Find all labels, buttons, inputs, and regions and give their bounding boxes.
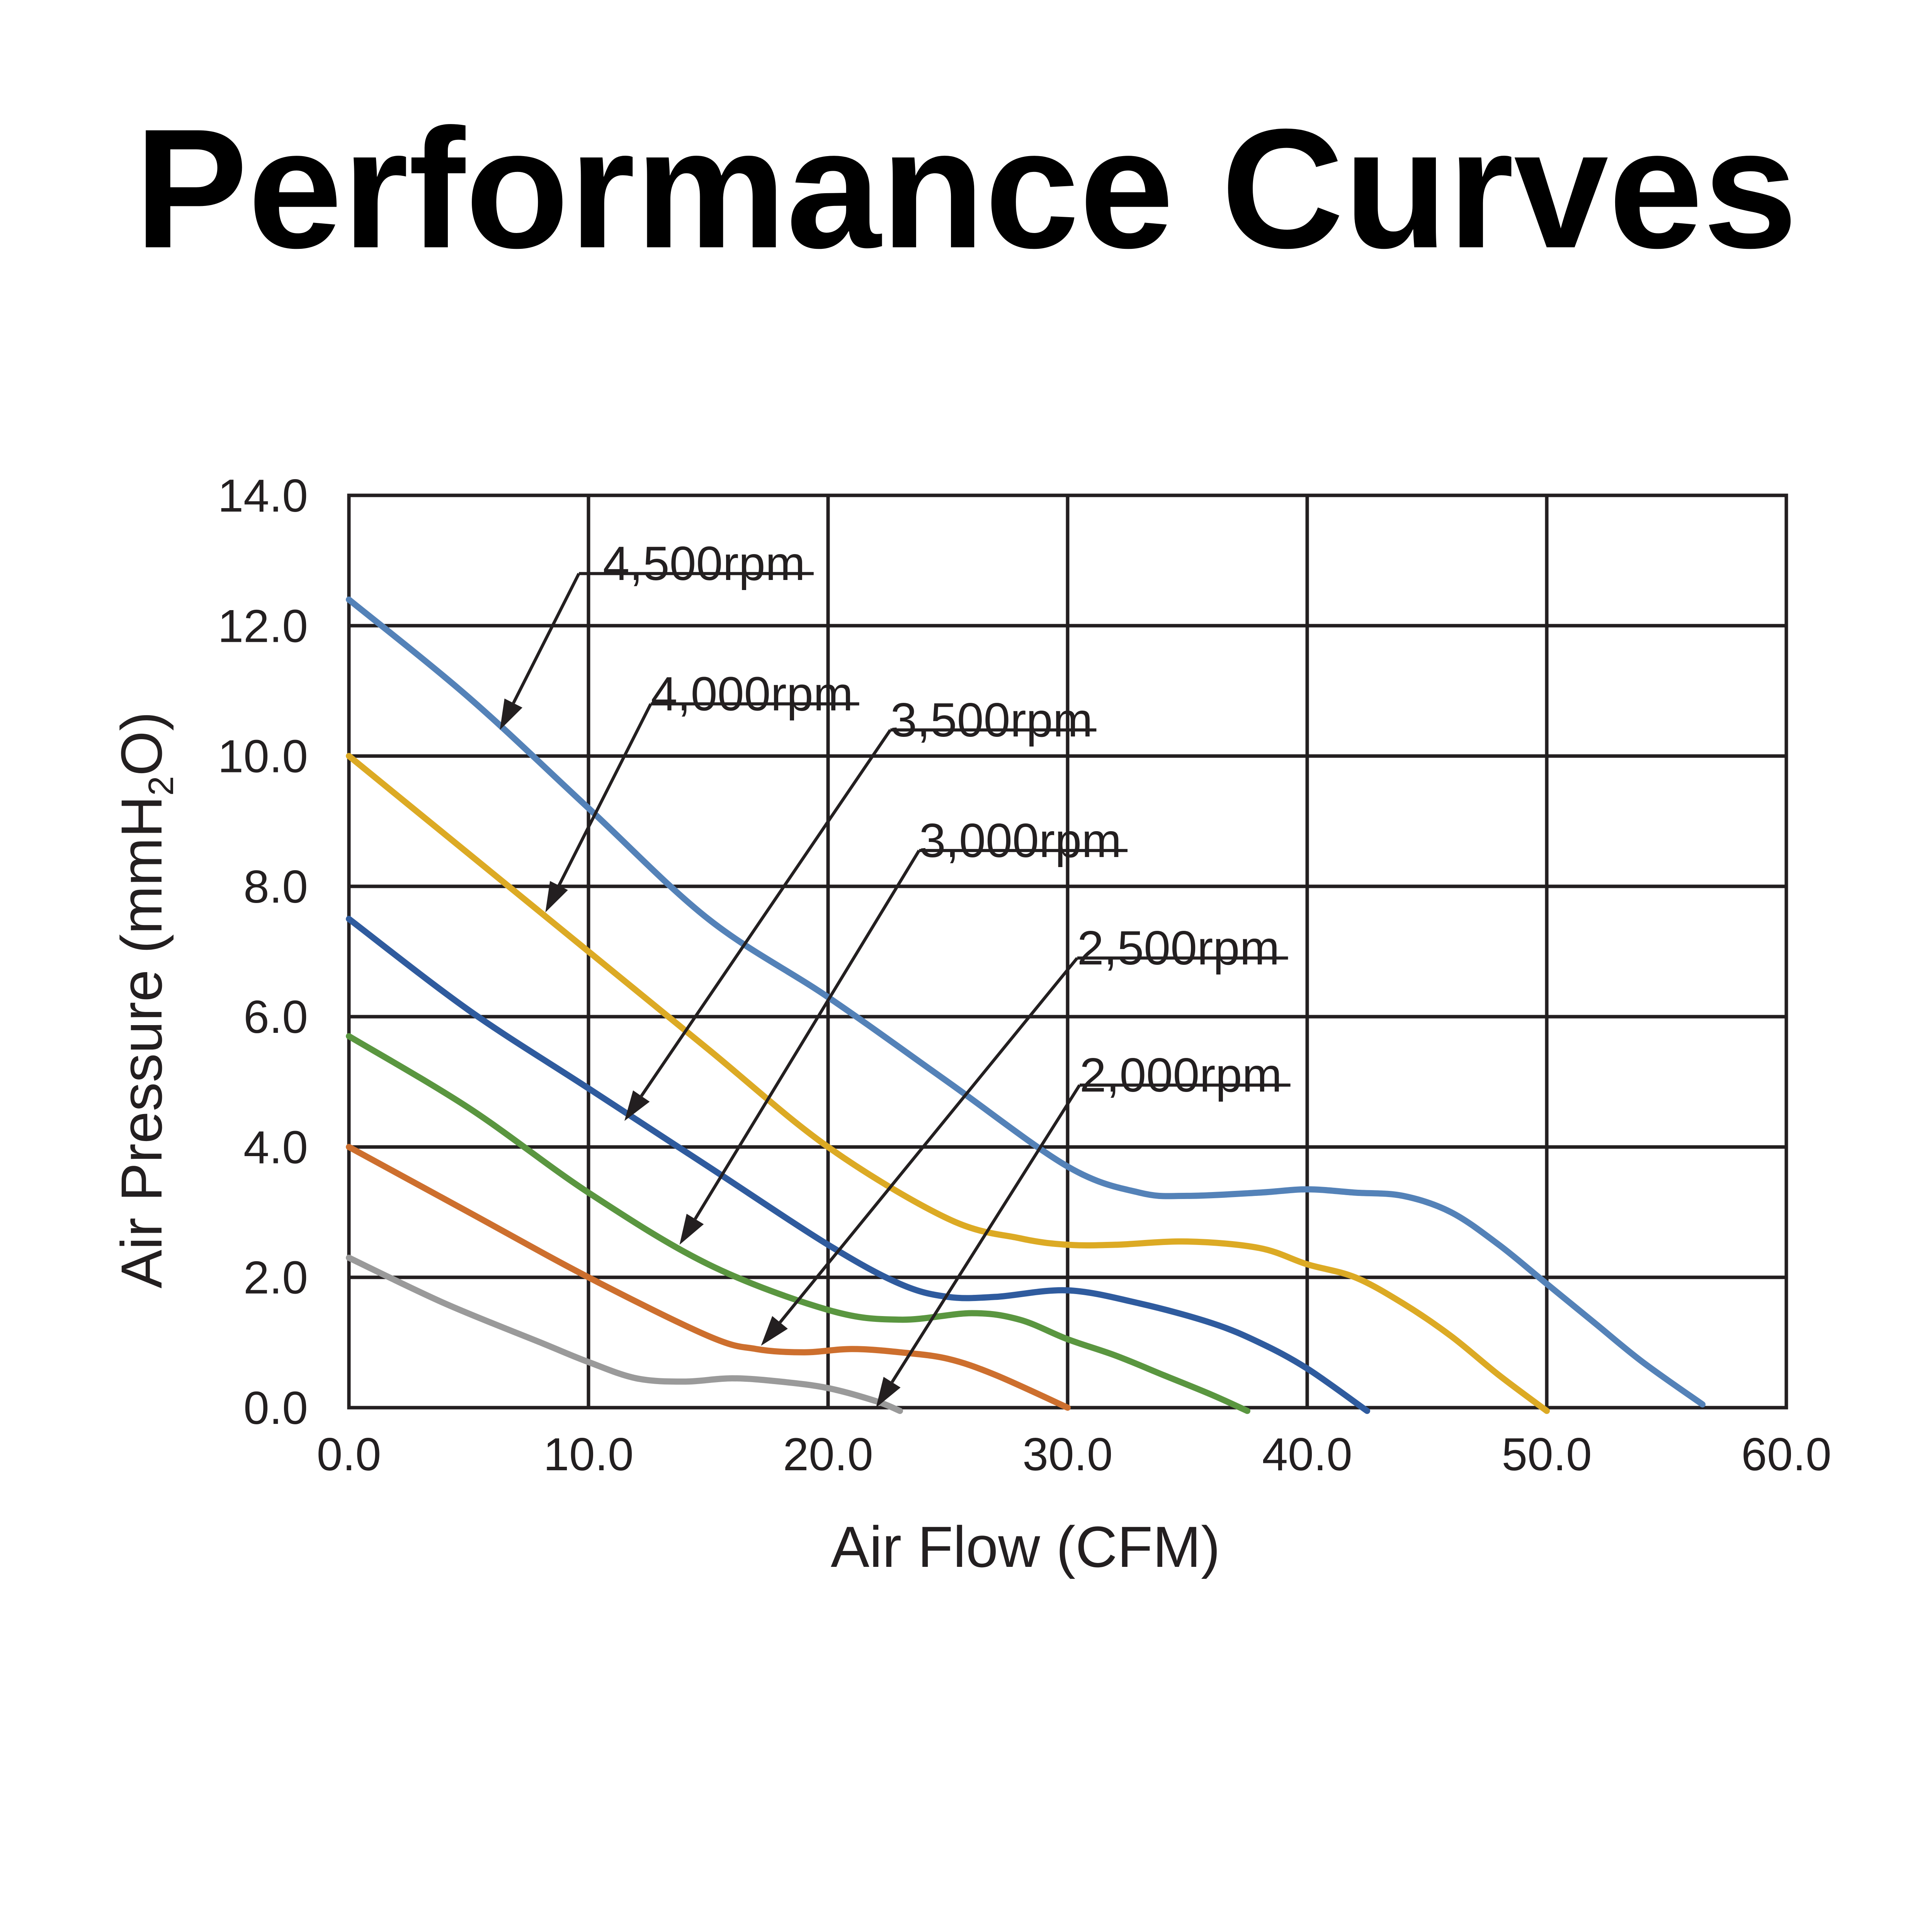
x-tick-label-3: 30.0 (1022, 1429, 1113, 1480)
callout-group: 4,500rpm 4,000rpm 3,500rpm 3,000rpm 2,500rpm… (500, 537, 1291, 1408)
y-tick-label-0: 0.0 (243, 1382, 308, 1434)
series-line-4-500rpm (346, 596, 1706, 1408)
series-line-4-000rpm (346, 753, 1550, 1414)
callout-arrowhead-2-500rpm (761, 1316, 788, 1346)
y-tick-label-2: 4.0 (243, 1121, 308, 1173)
callout-leader-4-000rpm (558, 703, 652, 886)
y-axis-title-main: Air Pressure (mmH (109, 796, 174, 1288)
series-line-3-500rpm (346, 916, 1370, 1414)
y-tick-label-3: 6.0 (243, 991, 308, 1043)
callout-leader-2-000rpm (891, 1084, 1081, 1383)
series-line-2-500rpm (346, 1144, 1071, 1411)
grid (347, 493, 1788, 1410)
x-tick-label-5: 50.0 (1502, 1429, 1592, 1480)
callout-arrowhead-3-500rpm (624, 1090, 650, 1121)
callout-arrowhead-4-000rpm (545, 881, 568, 913)
callout-leader-3-000rpm (694, 850, 921, 1220)
x-tick-label-0: 0.0 (317, 1429, 381, 1480)
y-axis-title-subscript: 2 (141, 776, 181, 796)
callout-label-4-000rpm: 4,000rpm (651, 668, 853, 721)
callout-leader-4-500rpm (512, 573, 580, 704)
chart-title: Performance Curves (134, 94, 1798, 284)
series-line-2-000rpm (346, 1255, 903, 1414)
callout-label-3-500rpm: 3,500rpm (890, 694, 1093, 747)
y-axis-title-tail: O) (109, 712, 174, 776)
series-group (346, 596, 1706, 1414)
x-tick-label-6: 60.0 (1741, 1429, 1832, 1480)
series-line-3-000rpm (346, 1033, 1250, 1414)
x-tick-label-4: 40.0 (1262, 1429, 1352, 1480)
tick-labels: 0.0 10.0 20.0 30.0 40.0 50.0 60.0 0.0 2.0 4.0 6.0 8… (218, 470, 1831, 1480)
callout-leader-3-500rpm (640, 729, 892, 1097)
callout-arrowhead-3-000rpm (679, 1214, 704, 1245)
y-tick-label-1: 2.0 (243, 1252, 308, 1304)
callout-arrowhead-2-000rpm (876, 1377, 901, 1408)
y-tick-label-7: 14.0 (218, 470, 308, 522)
callout-label-3-000rpm: 3,000rpm (919, 814, 1122, 867)
callout-arrowhead-4-500rpm (500, 698, 522, 730)
callout-label-2-500rpm: 2,500rpm (1077, 922, 1280, 975)
x-axis-title: Air Flow (CFM) (831, 1514, 1220, 1579)
callout-leader-2-500rpm (779, 957, 1078, 1323)
callout-label-2-000rpm: 2,000rpm (1080, 1049, 1282, 1102)
callout-label-4-500rpm: 4,500rpm (603, 537, 805, 590)
y-tick-label-4: 8.0 (243, 861, 308, 913)
y-tick-label-6: 12.0 (218, 600, 308, 652)
x-tick-label-1: 10.0 (543, 1429, 634, 1480)
y-tick-label-5: 10.0 (218, 731, 308, 782)
x-tick-label-2: 20.0 (783, 1429, 873, 1480)
y-axis-title: Air Pressure (mmH2O) (109, 712, 181, 1289)
